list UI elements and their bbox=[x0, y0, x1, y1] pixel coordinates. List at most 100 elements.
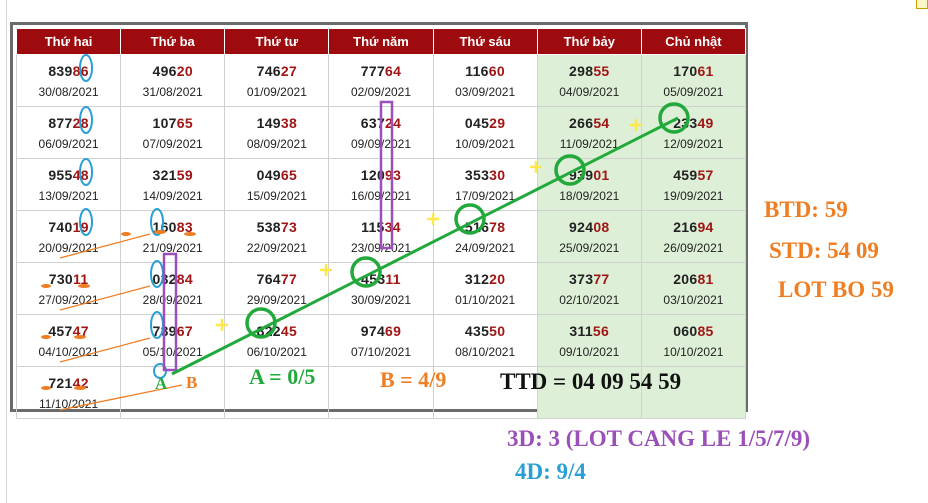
result-date: 20/09/2021 bbox=[38, 240, 99, 255]
result-number: 82245 bbox=[225, 323, 328, 339]
table-row: 83986 30/08/2021 49620 31/08/2021 74627 01/09… bbox=[15, 54, 747, 107]
result-date: 19/09/2021 bbox=[663, 188, 724, 203]
result-number-tail: 34 bbox=[384, 218, 401, 235]
result-date: 05/10/2021 bbox=[142, 344, 203, 359]
result-number-tail: 81 bbox=[697, 270, 714, 287]
result-number-tail: 67 bbox=[176, 322, 193, 339]
result-number-tail: 69 bbox=[385, 322, 402, 339]
result-number-tail: 20 bbox=[489, 270, 506, 287]
result-date: 03/10/2021 bbox=[663, 292, 724, 307]
result-number-head: 637 bbox=[360, 114, 386, 131]
result-cell: 43550 08/10/2021 bbox=[432, 314, 538, 367]
result-cell: 72142 11/10/2021 bbox=[15, 366, 122, 419]
result-number-tail: 77 bbox=[593, 270, 610, 287]
result-cell: 26654 11/09/2021 bbox=[536, 106, 642, 159]
result-number-head: 298 bbox=[569, 62, 594, 79]
result-number-tail: 93 bbox=[385, 166, 402, 183]
table-row: 45747 04/10/2021 73967 05/10/2021 82245 06/10… bbox=[15, 314, 747, 367]
result-number-head: 321 bbox=[152, 166, 177, 183]
result-number-head: 459 bbox=[673, 166, 698, 183]
result-number-tail: 30 bbox=[489, 166, 506, 183]
table-row: 87728 06/09/2021 10765 07/09/2021 14938 08/09… bbox=[15, 106, 747, 159]
btd-summary: BTD: 59 bbox=[764, 197, 848, 222]
result-date: 01/10/2021 bbox=[455, 292, 516, 307]
result-cell: 31156 09/10/2021 bbox=[536, 314, 642, 367]
column-header: Thứ năm bbox=[328, 28, 434, 55]
result-number-tail: 86 bbox=[72, 62, 89, 79]
result-cell: 97469 07/10/2021 bbox=[328, 314, 434, 367]
result-number-head: 457 bbox=[48, 322, 73, 339]
result-number: 14938 bbox=[225, 115, 328, 131]
result-date: 18/09/2021 bbox=[559, 188, 620, 203]
result-number: 04529 bbox=[434, 115, 537, 131]
result-cell: 21694 26/09/2021 bbox=[640, 210, 747, 263]
result-cell: 63724 09/09/2021 bbox=[328, 106, 434, 159]
result-cell: 45747 04/10/2021 bbox=[15, 314, 122, 367]
result-cell: 76477 29/09/2021 bbox=[224, 262, 330, 315]
result-date: 07/10/2021 bbox=[350, 344, 412, 359]
result-number-head: 730 bbox=[48, 270, 73, 287]
result-number: 10765 bbox=[121, 115, 224, 131]
result-number-head: 116 bbox=[465, 62, 489, 79]
result-number: 35330 bbox=[434, 167, 537, 183]
result-number: 45747 bbox=[17, 323, 120, 339]
result-number: 31156 bbox=[538, 323, 641, 339]
result-number: 29855 bbox=[538, 63, 641, 79]
table-header-row: Thứ hai Thứ ba Thứ tư Thứ năm Thứ sáu Thứ bảy… bbox=[15, 28, 747, 55]
lot-bo-summary: LOT BO 59 bbox=[778, 277, 894, 302]
result-date: 11/10/2021 bbox=[38, 396, 99, 411]
result-cell: 51678 24/09/2021 bbox=[432, 210, 538, 263]
column-header: Thứ hai bbox=[15, 28, 122, 55]
result-number-head: 170 bbox=[673, 62, 698, 79]
result-cell: 06085 10/10/2021 bbox=[640, 314, 747, 367]
result-date: 05/09/2021 bbox=[663, 84, 724, 99]
result-number-tail: 11 bbox=[385, 270, 401, 287]
result-date: 01/09/2021 bbox=[246, 84, 307, 99]
result-number: 45957 bbox=[642, 167, 745, 183]
result-date: 09/10/2021 bbox=[559, 344, 620, 359]
result-number-head: 839 bbox=[48, 62, 73, 79]
result-number: 06085 bbox=[642, 323, 745, 339]
result-date: 07/09/2021 bbox=[142, 136, 203, 151]
result-date: 24/09/2021 bbox=[455, 240, 516, 255]
result-number-head: 939 bbox=[569, 166, 594, 183]
column-header: Thứ sáu bbox=[432, 28, 538, 55]
result-number: 53873 bbox=[225, 219, 328, 235]
result-date: 08/10/2021 bbox=[455, 344, 516, 359]
result-number: 11534 bbox=[329, 219, 432, 235]
result-cell: 11660 03/09/2021 bbox=[432, 54, 538, 107]
result-number-head: 516 bbox=[464, 218, 490, 235]
window-edge-line bbox=[6, 0, 7, 503]
result-date: 28/09/2021 bbox=[142, 292, 203, 307]
result-number-head: 311 bbox=[569, 322, 593, 339]
result-number-head: 777 bbox=[360, 62, 386, 79]
result-date: 14/09/2021 bbox=[142, 188, 203, 203]
result-number-head: 353 bbox=[464, 166, 490, 183]
result-number: 12093 bbox=[329, 167, 432, 183]
result-cell: 93901 18/09/2021 bbox=[536, 158, 642, 211]
result-cell: 31220 01/10/2021 bbox=[432, 262, 538, 315]
result-cell: 23349 12/09/2021 bbox=[640, 106, 747, 159]
result-number-head: 160 bbox=[152, 218, 177, 235]
result-number-tail: 27 bbox=[280, 62, 298, 79]
result-number-head: 746 bbox=[256, 62, 281, 79]
result-cell: 45311 30/09/2021 bbox=[328, 262, 434, 315]
result-cell bbox=[640, 366, 747, 419]
result-date: 17/09/2021 bbox=[455, 188, 516, 203]
result-date: 10/09/2021 bbox=[455, 136, 516, 151]
table-row: 73011 27/09/2021 03284 28/09/2021 76477 29/09… bbox=[15, 262, 747, 315]
result-date: 15/09/2021 bbox=[246, 188, 307, 203]
result-number-tail: 94 bbox=[697, 218, 714, 235]
result-date: 12/09/2021 bbox=[663, 136, 724, 151]
result-date: 22/09/2021 bbox=[246, 240, 307, 255]
result-date: 04/10/2021 bbox=[38, 344, 99, 359]
result-date: 10/10/2021 bbox=[663, 344, 724, 359]
result-number: 76477 bbox=[225, 271, 328, 287]
result-number-head: 822 bbox=[256, 322, 281, 339]
result-cell: 73011 27/09/2021 bbox=[15, 262, 122, 315]
result-number-tail: 84 bbox=[176, 270, 193, 287]
result-number-tail: 01 bbox=[593, 166, 610, 183]
result-number-tail: 42 bbox=[72, 374, 89, 391]
result-number-tail: 65 bbox=[280, 166, 298, 183]
result-number-head: 740 bbox=[48, 218, 73, 235]
